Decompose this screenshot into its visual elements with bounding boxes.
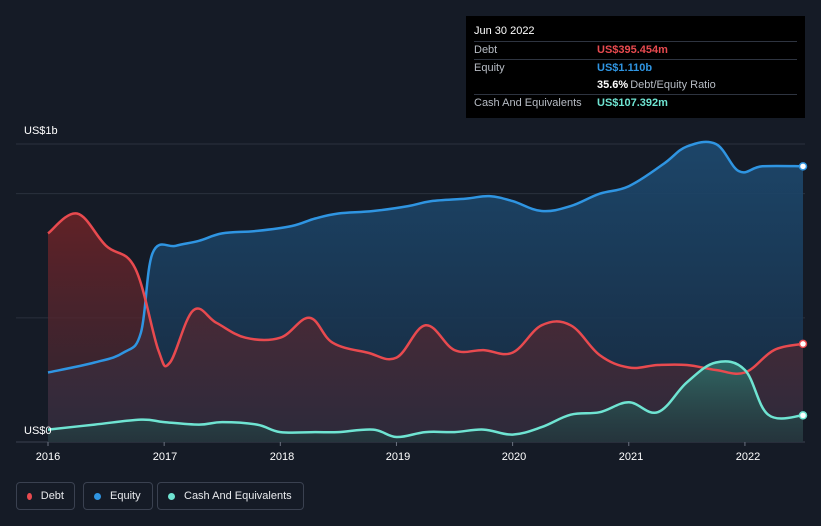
legend-item-equity[interactable]: Equity <box>83 482 153 510</box>
x-tick-label: 2022 <box>735 451 761 463</box>
legend-item-cash[interactable]: Cash And Equivalents <box>157 482 304 510</box>
y-tick-label-top: US$1b <box>24 125 58 137</box>
tooltip-row-cash: Cash And Equivalents US$107.392m <box>474 94 797 112</box>
cash-area <box>48 361 803 442</box>
legend-label: Debt <box>40 490 64 502</box>
equity-line <box>47 140 804 374</box>
debt-endpoint-marker <box>798 339 808 349</box>
tooltip-panel: Jun 30 2022 Debt US$395.454m Equity US$1… <box>466 16 805 118</box>
x-tick-label: 2021 <box>618 451 644 463</box>
tooltip-date: Jun 30 2022 <box>474 25 535 37</box>
legend-dot-icon <box>27 492 32 500</box>
legend-dot-icon <box>168 492 175 500</box>
tooltip-row-debt: Debt US$395.454m <box>474 41 797 59</box>
tooltip-key: Cash And Equivalents <box>474 97 582 109</box>
cash-endpoint-marker <box>798 411 808 420</box>
legend-item-debt[interactable]: Debt <box>16 482 75 510</box>
y-tick-label-bottom: US$0 <box>24 425 52 437</box>
tooltip-value: US$395.454m <box>597 44 668 56</box>
x-tick-label: 2018 <box>269 451 295 463</box>
tooltip-key <box>474 77 597 94</box>
tooltip-key: Equity <box>474 62 505 74</box>
legend-label: Equity <box>110 490 141 502</box>
legend-label: Cash And Equivalents <box>184 490 292 502</box>
cash-line <box>47 360 804 439</box>
x-tick-label: 2017 <box>152 451 178 463</box>
x-tick-label: 2016 <box>35 451 61 463</box>
tooltip-subtext: Debt/Equity Ratio <box>630 79 716 91</box>
legend-dot-icon <box>94 492 101 500</box>
tooltip-row-equity: Equity US$1.110b <box>474 59 797 77</box>
x-tick-label: 2019 <box>385 451 411 463</box>
tooltip-value: US$107.392m <box>597 97 668 109</box>
debt-area <box>48 213 803 442</box>
debt-line <box>47 212 804 376</box>
equity-endpoint-marker <box>798 162 808 171</box>
tooltip-value: 35.6% <box>597 79 629 91</box>
tooltip-key: Debt <box>474 44 498 56</box>
tooltip-value: US$1.110b <box>597 62 653 74</box>
tooltip-row-ratio: 35.6% Debt/Equity Ratio <box>474 77 797 94</box>
x-tick-label: 2020 <box>501 451 527 463</box>
